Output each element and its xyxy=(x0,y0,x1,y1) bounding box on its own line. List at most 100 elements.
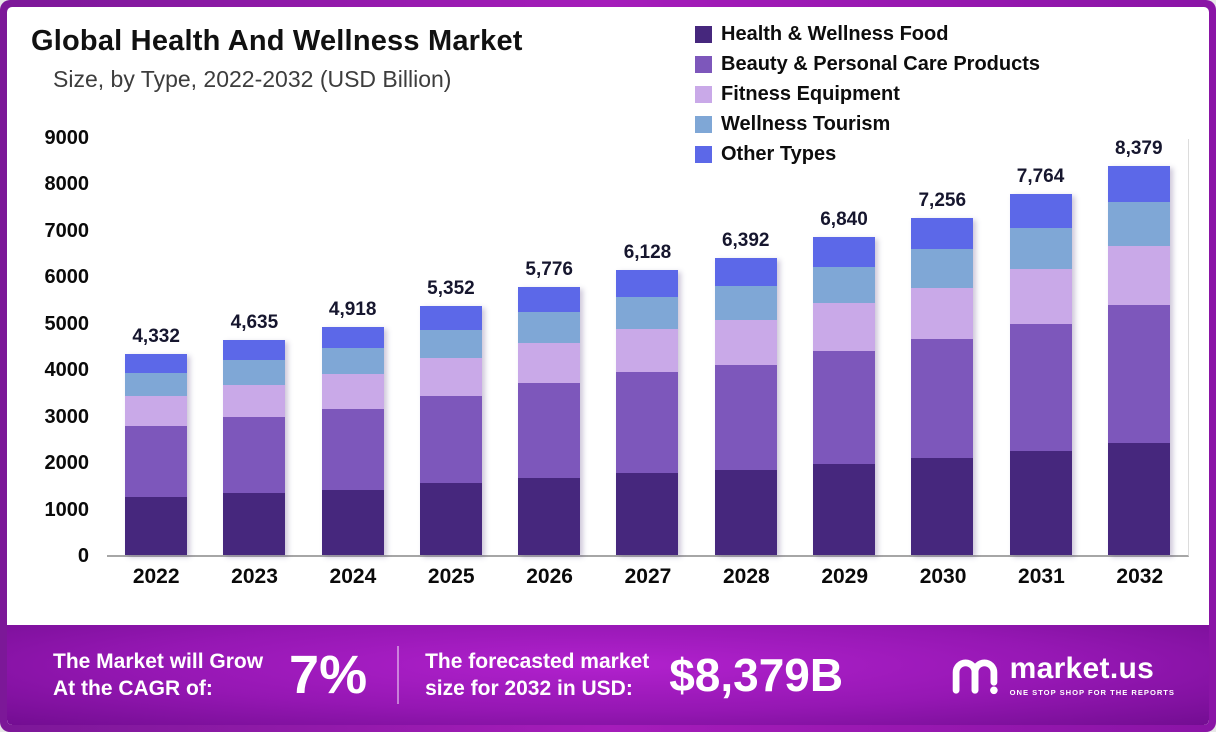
stacked-bar xyxy=(1009,194,1072,555)
bar-segment xyxy=(812,237,875,267)
bar-segment xyxy=(223,339,286,360)
bar-segment xyxy=(321,326,384,349)
legend-label: Beauty & Personal Care Products xyxy=(721,53,1040,75)
stacked-bar xyxy=(714,258,777,555)
legend-swatch xyxy=(695,56,712,73)
cagr-value: 7% xyxy=(289,645,368,705)
bar-total-label: 6,392 xyxy=(721,230,770,252)
chart-title: Global Health And Wellness Market xyxy=(31,25,523,57)
bar-segment xyxy=(616,329,679,373)
cagr-label: The Market will Grow At the CAGR of: xyxy=(53,648,263,703)
bar-segment xyxy=(714,285,777,320)
stacked-bar xyxy=(518,286,581,555)
bar-column: 7,764 xyxy=(991,139,1089,555)
bar-segment xyxy=(125,425,188,497)
bar-segment xyxy=(616,270,679,297)
stacked-bar xyxy=(911,218,974,555)
brand-text: market.us ONE STOP SHOP FOR THE REPORTS xyxy=(1009,651,1175,697)
bar-segment xyxy=(911,248,974,288)
bar-segment xyxy=(616,296,679,330)
bar-segment xyxy=(125,395,188,426)
forecast-label-line2: size for 2032 in USD: xyxy=(425,677,633,700)
bar-segment xyxy=(1009,323,1072,451)
footer-divider xyxy=(397,646,400,704)
legend-swatch xyxy=(695,146,712,163)
legend-item: Health & Wellness Food xyxy=(695,23,1040,46)
y-tick-label: 0 xyxy=(77,545,89,567)
stacked-bar xyxy=(223,339,286,555)
bar-total-label: 6,840 xyxy=(820,209,868,231)
y-tick-label: 6000 xyxy=(44,266,90,289)
brand-tagline: ONE STOP SHOP FOR THE REPORTS xyxy=(1009,687,1175,697)
legend-item: Other Types xyxy=(695,143,1040,166)
stacked-bar xyxy=(616,270,679,555)
bar-total-label: 4,918 xyxy=(328,298,377,320)
bar-segment xyxy=(911,457,974,555)
bar-column: 4,332 xyxy=(107,139,205,555)
x-axis-label: 2027 xyxy=(624,565,672,588)
x-axis-label: 2022 xyxy=(132,565,180,588)
legend-item: Beauty & Personal Care Products xyxy=(695,53,1040,76)
legend: Health & Wellness Food Beauty & Personal … xyxy=(695,23,1040,173)
x-axis-label: 2024 xyxy=(329,565,377,588)
bar-segment xyxy=(714,319,777,365)
bar-segment xyxy=(419,358,482,396)
x-axis-label: 2023 xyxy=(231,565,278,588)
bar-column: 6,840 xyxy=(795,139,893,555)
y-tick-label: 7000 xyxy=(44,219,90,242)
x-axis-label: 2028 xyxy=(722,565,770,588)
bar-segment xyxy=(321,489,384,555)
y-tick-label: 4000 xyxy=(44,359,90,382)
bar-total-label: 5,352 xyxy=(427,278,475,300)
bar-segment xyxy=(1009,227,1072,269)
x-axis: 2022 2023 2024 2025 2026 2027 2028 2029 2030 2031… xyxy=(107,557,1189,597)
forecast-label: The forecasted market size for 2032 in U… xyxy=(425,648,649,703)
y-tick-label: 2000 xyxy=(44,452,90,475)
x-axis-label: 2032 xyxy=(1116,565,1164,588)
chart-section: Global Health And Wellness Market Size, … xyxy=(7,7,1209,625)
y-tick-label: 1000 xyxy=(44,498,90,521)
title-block: Global Health And Wellness Market Size, … xyxy=(31,25,523,93)
footer-banner: The Market will Grow At the CAGR of: 7% … xyxy=(7,625,1209,725)
bar-segment xyxy=(911,218,974,249)
legend-swatch xyxy=(695,26,712,43)
bar-column: 6,392 xyxy=(697,139,795,555)
bar-segment xyxy=(1107,201,1170,247)
marketus-icon xyxy=(952,659,998,695)
bar-segment xyxy=(321,374,384,409)
legend-label: Other Types xyxy=(721,143,837,165)
bar-segment xyxy=(125,372,188,396)
bar-column: 6,128 xyxy=(598,139,696,555)
bar-segment xyxy=(419,306,482,330)
x-axis-label: 2025 xyxy=(427,565,475,588)
brand-name: market.us xyxy=(1009,651,1155,685)
x-axis-label: 2031 xyxy=(1018,565,1065,588)
bar-segment xyxy=(419,395,482,484)
bar-segment xyxy=(812,351,875,464)
legend-item: Fitness Equipment xyxy=(695,83,1040,106)
bar-segment xyxy=(714,364,777,470)
forecast-value: $8,379B xyxy=(669,649,844,701)
bar-total-label: 4,332 xyxy=(132,325,180,347)
bar-total-label: 4,635 xyxy=(230,311,279,333)
brand-logo: market.us ONE STOP SHOP FOR THE REPORTS xyxy=(948,648,1175,702)
bar-segment xyxy=(518,342,581,384)
bar-segment xyxy=(1107,442,1170,555)
y-tick-label: 9000 xyxy=(44,127,90,149)
bar-segment xyxy=(518,383,581,478)
bar-segment xyxy=(1009,450,1072,555)
bar-segment xyxy=(911,338,974,458)
bar-total-label: 7,764 xyxy=(1016,166,1065,188)
forecast-label-line1: The forecasted market xyxy=(425,649,650,673)
stacked-bar xyxy=(125,353,188,555)
bar-segment xyxy=(616,372,679,474)
stacked-bar xyxy=(419,306,482,555)
bar-segment xyxy=(419,483,482,555)
infographic-inner: Global Health And Wellness Market Size, … xyxy=(7,7,1209,725)
bar-segment xyxy=(321,408,384,490)
bar-column: 5,776 xyxy=(500,139,598,555)
bar-total-label: 6,128 xyxy=(623,242,672,264)
bar-segment xyxy=(518,477,581,555)
y-axis: 0 1000 2000 3000 4000 5000 6000 7000 8000 9000 xyxy=(29,127,97,567)
x-axis-label: 2030 xyxy=(919,565,967,588)
